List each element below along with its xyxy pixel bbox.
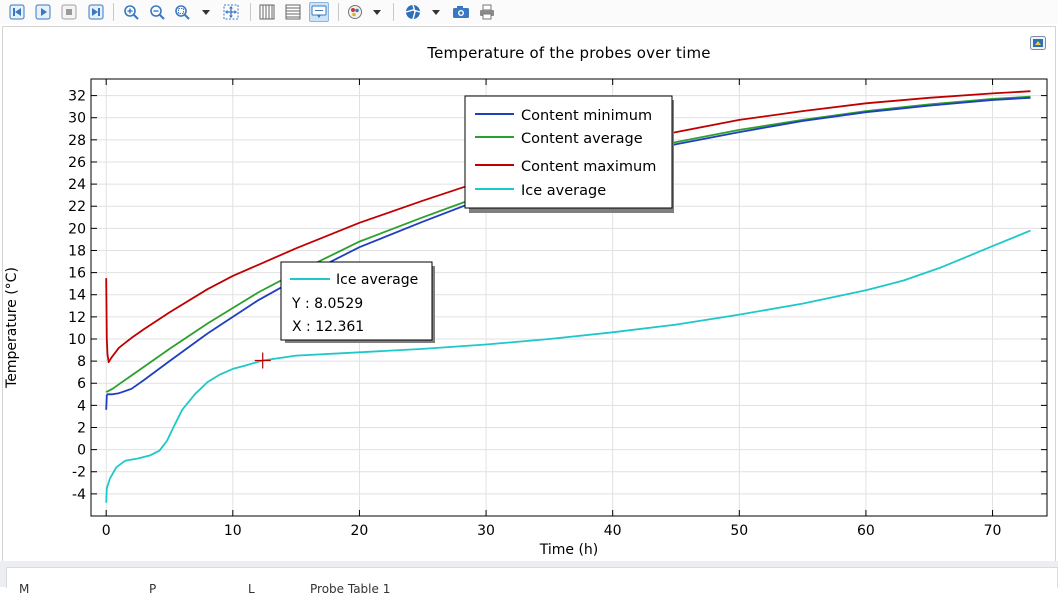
y-tick-label: 8 bbox=[77, 354, 86, 370]
x-tick-label: 40 bbox=[604, 523, 622, 539]
play-icon bbox=[35, 4, 51, 20]
series-line-content-maximum[interactable] bbox=[105, 90, 1031, 364]
print-icon bbox=[480, 4, 494, 20]
y-tick-label: 22 bbox=[68, 199, 86, 215]
legend-toggle-button[interactable] bbox=[1030, 35, 1046, 50]
chart-title: Temperature of the probes over time bbox=[427, 44, 711, 62]
toolbar-separator bbox=[113, 3, 114, 21]
y-tick-label: 18 bbox=[68, 243, 86, 259]
y-tick-label: 16 bbox=[68, 266, 86, 282]
image-snapshot-button[interactable] bbox=[451, 2, 471, 22]
scene-light-button[interactable] bbox=[403, 2, 423, 22]
x-tick-label: 70 bbox=[984, 523, 1002, 539]
table-columns-icon bbox=[259, 4, 275, 20]
stop-icon bbox=[61, 4, 77, 20]
legend-entry-label: Content minimum bbox=[521, 108, 652, 124]
x-tick-label: 50 bbox=[730, 523, 748, 539]
y-tick-label: 24 bbox=[68, 177, 86, 193]
series-line-ice-average[interactable] bbox=[105, 229, 1031, 503]
bottom-tab-probe-table[interactable]: Probe Table 1 bbox=[310, 582, 391, 596]
y-axis-label: Temperature (°C) bbox=[4, 267, 20, 389]
series-line-content-average[interactable] bbox=[105, 95, 1031, 393]
first-frame-icon bbox=[9, 4, 25, 20]
legend-entry-label: Content average bbox=[521, 131, 643, 147]
y-tick-label: 28 bbox=[68, 133, 86, 149]
y-tick-label: 26 bbox=[68, 155, 86, 171]
zoom-out-button[interactable] bbox=[147, 2, 167, 22]
y-tick-label: -4 bbox=[72, 487, 86, 503]
y-tick-label: 10 bbox=[68, 332, 86, 348]
bottom-tab[interactable]: P bbox=[149, 582, 157, 596]
table-columns-button[interactable] bbox=[257, 2, 277, 22]
data-point-crosshair bbox=[254, 352, 271, 369]
last-frame-icon bbox=[88, 4, 104, 20]
y-tick-label: 2 bbox=[77, 420, 86, 436]
y-tick-label: 6 bbox=[77, 376, 86, 392]
zoom-out-icon bbox=[150, 5, 165, 20]
zoom-box-icon bbox=[175, 5, 190, 20]
x-axis-label: Time (h) bbox=[539, 542, 599, 558]
x-tick-label: 20 bbox=[351, 523, 369, 539]
x-tick-label: 10 bbox=[224, 523, 242, 539]
y-tick-label: 4 bbox=[77, 398, 86, 414]
print-button[interactable] bbox=[477, 2, 497, 22]
table-rows-icon bbox=[285, 4, 301, 20]
color-table-button[interactable] bbox=[345, 2, 365, 22]
scene-light-icon bbox=[405, 4, 421, 20]
tooltip-box bbox=[280, 261, 433, 341]
point-tooltip-button[interactable] bbox=[309, 2, 329, 22]
y-tick-label: -2 bbox=[72, 465, 86, 481]
plot-area-border bbox=[90, 78, 1048, 517]
zoom-extents-button[interactable] bbox=[221, 2, 241, 22]
x-tick-label: 60 bbox=[857, 523, 875, 539]
legend-toggle-icon bbox=[1030, 36, 1046, 50]
y-tick-label: 20 bbox=[68, 221, 86, 237]
bottom-tab[interactable]: L bbox=[248, 582, 255, 596]
camera-icon bbox=[453, 6, 469, 18]
toolbar-separator bbox=[250, 3, 251, 21]
y-tick-label: 14 bbox=[68, 288, 86, 304]
last-frame-button[interactable] bbox=[86, 2, 106, 22]
axes: 0 10 20 30 40 50 60 70-4-2024681012141618202224… bbox=[68, 79, 1047, 539]
zoom-box-button[interactable] bbox=[173, 2, 193, 22]
table-rows-button[interactable] bbox=[283, 2, 303, 22]
legend[interactable]: Content minimum Content average Content ma… bbox=[464, 95, 674, 213]
play-button[interactable] bbox=[33, 2, 53, 22]
y-tick-label: 32 bbox=[68, 89, 86, 105]
y-tick-label: 12 bbox=[68, 310, 86, 326]
graphics-toolbar bbox=[0, 0, 1058, 24]
first-frame-button[interactable] bbox=[7, 2, 27, 22]
y-tick-label: 30 bbox=[68, 111, 86, 127]
data-point-tooltip: Ice average Y : 8.0529 X : 12.361 bbox=[280, 261, 435, 343]
color-table-dropdown-caret[interactable] bbox=[373, 10, 381, 15]
zoom-to-extents-icon bbox=[223, 4, 239, 20]
tooltip-y-value: Y : 8.0529 bbox=[291, 296, 363, 312]
legend-entry-label: Ice average bbox=[521, 183, 606, 199]
zoom-in-button[interactable] bbox=[121, 2, 141, 22]
toolbar-separator bbox=[338, 3, 339, 21]
toolbar-separator bbox=[393, 3, 394, 21]
bottom-tab[interactable]: M bbox=[19, 582, 30, 596]
x-tick-label: 0 bbox=[102, 523, 111, 539]
scene-light-dropdown-caret[interactable] bbox=[432, 10, 440, 15]
y-tick-label: 0 bbox=[77, 443, 86, 459]
color-table-icon bbox=[348, 5, 362, 19]
point-tooltip-icon bbox=[311, 5, 327, 18]
stop-button[interactable] bbox=[59, 2, 79, 22]
legend-entry-label: Content maximum bbox=[521, 159, 656, 175]
tooltip-series-name: Ice average bbox=[336, 272, 418, 288]
bottom-panel: M P L Probe Table 1 bbox=[6, 567, 1058, 596]
zoom-box-dropdown-caret[interactable] bbox=[202, 10, 210, 15]
zoom-in-icon bbox=[124, 5, 139, 20]
tooltip-x-value: X : 12.361 bbox=[292, 319, 364, 335]
x-tick-label: 30 bbox=[477, 523, 495, 539]
